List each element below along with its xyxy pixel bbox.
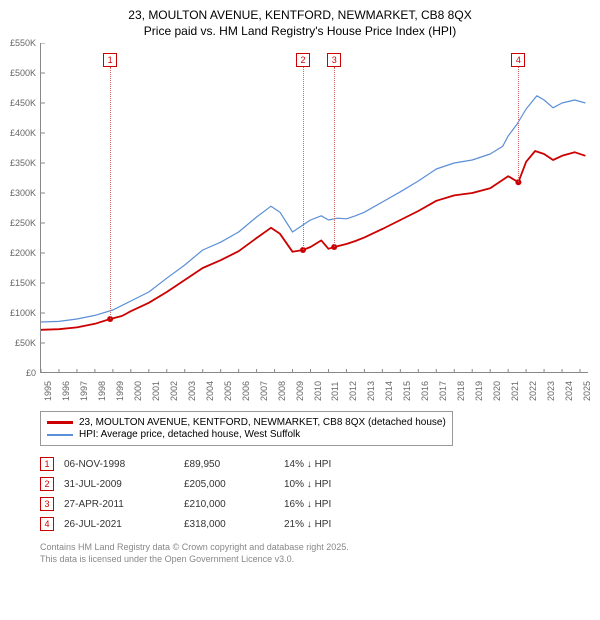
y-axis-labels: £0£50K£100K£150K£200K£250K£300K£350K£400… [2,43,38,373]
y-tick-label: £450K [10,98,36,108]
footer-line-2: This data is licensed under the Open Gov… [40,554,594,566]
transaction-date: 27-APR-2011 [64,494,184,514]
transaction-delta: 21% ↓ HPI [284,514,341,534]
transactions-table: 1 06-NOV-1998£89,95014% ↓ HPI 2 31-JUL-2009… [40,454,341,534]
x-tick-label: 2024 [564,381,574,401]
x-tick-label: 2006 [241,381,251,401]
table-row: 1 06-NOV-1998£89,95014% ↓ HPI [40,454,341,474]
x-tick-label: 2016 [420,381,430,401]
x-tick-label: 1996 [61,381,71,401]
y-tick-label: £550K [10,38,36,48]
transaction-date: 31-JUL-2009 [64,474,184,494]
chart-title: 23, MOULTON AVENUE, KENTFORD, NEWMARKET,… [6,8,594,39]
x-tick-label: 2005 [223,381,233,401]
x-tick-label: 2023 [546,381,556,401]
y-tick-label: £50K [15,338,36,348]
y-tick-label: £400K [10,128,36,138]
y-tick-label: £150K [10,278,36,288]
title-line-1: 23, MOULTON AVENUE, KENTFORD, NEWMARKET,… [6,8,594,24]
transaction-price: £89,950 [184,454,284,474]
x-tick-label: 2025 [582,381,592,401]
transaction-price: £205,000 [184,474,284,494]
table-row: 3 27-APR-2011£210,00016% ↓ HPI [40,494,341,514]
x-tick-label: 2003 [187,381,197,401]
transaction-date: 06-NOV-1998 [64,454,184,474]
table-row: 4 26-JUL-2021£318,00021% ↓ HPI [40,514,341,534]
y-tick-label: £350K [10,158,36,168]
y-tick-label: £200K [10,248,36,258]
x-tick-label: 2012 [348,381,358,401]
x-tick-label: 2014 [384,381,394,401]
sale-marker: 1 [103,53,117,67]
x-tick-label: 2015 [402,381,412,401]
x-tick-label: 1999 [115,381,125,401]
legend-row: 23, MOULTON AVENUE, KENTFORD, NEWMARKET,… [47,417,446,428]
x-tick-label: 2021 [510,381,520,401]
sale-marker: 3 [327,53,341,67]
transaction-marker: 1 [40,457,54,471]
transaction-delta: 16% ↓ HPI [284,494,341,514]
x-tick-label: 2009 [295,381,305,401]
x-tick-label: 2002 [169,381,179,401]
x-tick-label: 1995 [43,381,53,401]
legend: 23, MOULTON AVENUE, KENTFORD, NEWMARKET,… [40,411,453,446]
x-tick-label: 2004 [205,381,215,401]
y-tick-label: £250K [10,218,36,228]
table-row: 2 31-JUL-2009£205,00010% ↓ HPI [40,474,341,494]
y-tick-label: £300K [10,188,36,198]
marker-line [518,67,519,182]
transaction-price: £210,000 [184,494,284,514]
marker-line [303,67,304,250]
x-tick-label: 2011 [330,382,340,401]
marker-line [110,67,111,319]
footer-line-1: Contains HM Land Registry data © Crown c… [40,542,594,554]
title-line-2: Price paid vs. HM Land Registry's House … [6,24,594,40]
plot-canvas: 1 2 3 4 [40,43,588,373]
transaction-date: 26-JUL-2021 [64,514,184,534]
y-tick-label: £100K [10,308,36,318]
legend-label: HPI: Average price, detached house, West… [79,429,300,440]
x-tick-label: 2018 [456,381,466,401]
x-tick-label: 1998 [97,381,107,401]
x-tick-label: 2013 [366,381,376,401]
sale-marker: 2 [296,53,310,67]
line-svg [41,43,589,373]
series-property [41,151,585,330]
marker-line [334,67,335,247]
y-tick-label: £0 [26,368,36,378]
x-axis-labels: 1995 1996 1997 1998 1999 2000 2001 2002 2003 2004… [40,375,588,405]
series-hpi [41,96,585,322]
chart-container: 23, MOULTON AVENUE, KENTFORD, NEWMARKET,… [0,0,600,570]
legend-row: HPI: Average price, detached house, West… [47,429,446,440]
plot-area: £0£50K£100K£150K£200K£250K£300K£350K£400… [40,43,588,373]
x-tick-label: 2007 [259,381,269,401]
transaction-marker: 4 [40,517,54,531]
x-tick-label: 2008 [277,381,287,401]
transaction-marker: 3 [40,497,54,511]
legend-swatch [47,421,73,424]
transaction-marker: 2 [40,477,54,491]
legend-label: 23, MOULTON AVENUE, KENTFORD, NEWMARKET,… [79,417,446,428]
x-tick-label: 2017 [438,381,448,401]
sale-marker: 4 [511,53,525,67]
x-tick-label: 2020 [492,381,502,401]
y-tick-label: £500K [10,68,36,78]
x-tick-label: 2010 [313,381,323,401]
transaction-delta: 10% ↓ HPI [284,474,341,494]
x-tick-label: 2000 [133,381,143,401]
x-tick-label: 2019 [474,381,484,401]
transaction-price: £318,000 [184,514,284,534]
x-tick-label: 1997 [79,381,89,401]
transaction-delta: 14% ↓ HPI [284,454,341,474]
x-tick-label: 2001 [151,381,161,401]
footer: Contains HM Land Registry data © Crown c… [40,542,594,565]
x-tick-label: 2022 [528,381,538,401]
legend-swatch [47,434,73,436]
